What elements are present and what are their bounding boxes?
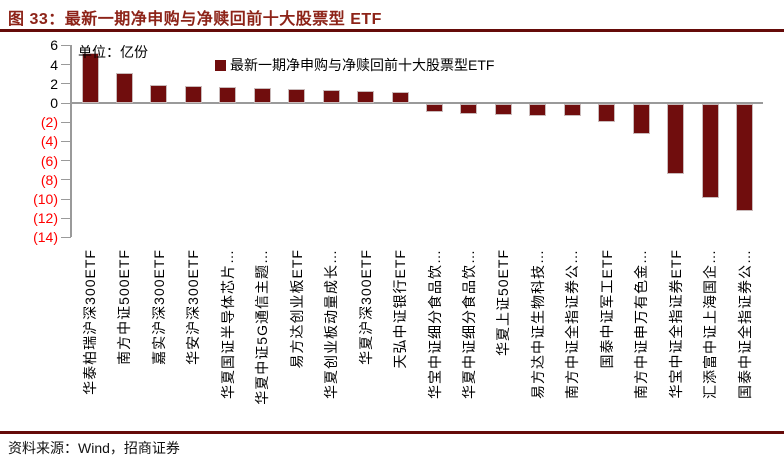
x-axis-label: 南方中证500ETF: [116, 249, 133, 365]
y-tick-label: 2: [50, 75, 58, 92]
y-tick-mark: [61, 83, 71, 85]
bar: [357, 91, 375, 103]
x-axis-label: 华泰柏瑞沪深300ETF: [82, 249, 98, 395]
bar: [736, 104, 754, 211]
legend-swatch-icon: [215, 59, 226, 71]
x-axis-label: 华夏国证半导体芯片…: [219, 249, 236, 399]
bar: [184, 86, 202, 103]
y-tick-mark: [61, 179, 71, 181]
bar: [391, 91, 409, 103]
y-tick-label: (2): [40, 114, 58, 131]
bar: [563, 104, 581, 117]
x-axis-label: 华夏创业板动量成长…: [323, 249, 340, 399]
y-tick-label: (10): [33, 191, 58, 207]
y-tick-label: 4: [50, 56, 58, 73]
y-tick-mark: [61, 121, 71, 123]
x-axis-label: 华夏沪深300ETF: [357, 249, 374, 365]
y-tick-mark: [61, 102, 71, 104]
y-tick-mark: [61, 217, 71, 219]
bar: [219, 87, 237, 103]
bar: [701, 104, 719, 199]
x-axis-label: 天弘中证银行ETF: [392, 249, 409, 369]
title-divider: [0, 29, 784, 32]
bar: [598, 104, 616, 123]
chart-legend: 最新一期净申购与净赎回前十大股票型ETF: [215, 55, 494, 75]
x-axis-line: [71, 102, 763, 104]
footer-divider: [0, 431, 784, 434]
y-tick-label: 6: [50, 37, 58, 54]
x-axis-label: 汇添富中证上海国企…: [702, 249, 719, 399]
x-axis-label: 南方中证申万有色金…: [633, 249, 650, 399]
y-tick-mark: [61, 44, 71, 46]
y-tick-mark: [61, 198, 71, 200]
x-axis-label: 华夏中证细分食品饮…: [460, 249, 477, 399]
x-axis-label: 国泰中证军工ETF: [598, 249, 615, 369]
bar: [667, 104, 685, 175]
x-axis-label: 华安沪深300ETF: [185, 249, 202, 365]
y-tick-label: (6): [40, 152, 58, 169]
bar: [632, 104, 650, 134]
bar: [460, 104, 478, 114]
x-axis-label: 华宝中证细分食品饮…: [426, 249, 443, 399]
bar: [426, 104, 443, 113]
x-axis-label: 嘉实沪深300ETF: [150, 249, 167, 365]
bar: [494, 104, 512, 115]
legend-label: 最新一期净申购与净赎回前十大股票型ETF: [230, 57, 495, 73]
figure-title: 图 33：最新一期净申购与净赎回前十大股票型 ETF: [8, 11, 382, 28]
bar: [253, 88, 271, 103]
y-tick-mark: [61, 140, 71, 142]
bar: [322, 90, 340, 103]
x-axis-label: 华宝中证全指证券ETF: [667, 249, 684, 399]
bar: [81, 53, 99, 103]
y-tick-label: (8): [40, 171, 58, 188]
y-tick-label: 0: [50, 95, 58, 111]
y-tick-label: (12): [33, 210, 58, 227]
x-axis-label: 国泰中证全指证券公…: [736, 249, 753, 399]
x-axis-label: 易方达中证生物科技…: [529, 249, 546, 399]
bar: [529, 104, 547, 116]
x-axis-label: 华夏上证50ETF: [495, 249, 512, 357]
x-axis-label: 华夏中证5G通信主题…: [254, 249, 271, 405]
y-tick-label: (14): [33, 229, 58, 246]
unit-label: 单位：亿份: [78, 44, 148, 60]
y-tick-mark: [61, 160, 71, 162]
source-note: 资料来源：Wind，招商证券: [8, 440, 180, 456]
bar: [115, 73, 133, 103]
bar: [150, 84, 168, 103]
y-tick-mark: [61, 236, 71, 238]
bar: [288, 89, 306, 103]
x-axis-label: 易方达创业板ETF: [288, 249, 305, 369]
y-tick-label: (4): [40, 133, 58, 150]
y-tick-mark: [61, 64, 71, 66]
x-axis-label: 南方中证全指证券公…: [564, 249, 581, 399]
